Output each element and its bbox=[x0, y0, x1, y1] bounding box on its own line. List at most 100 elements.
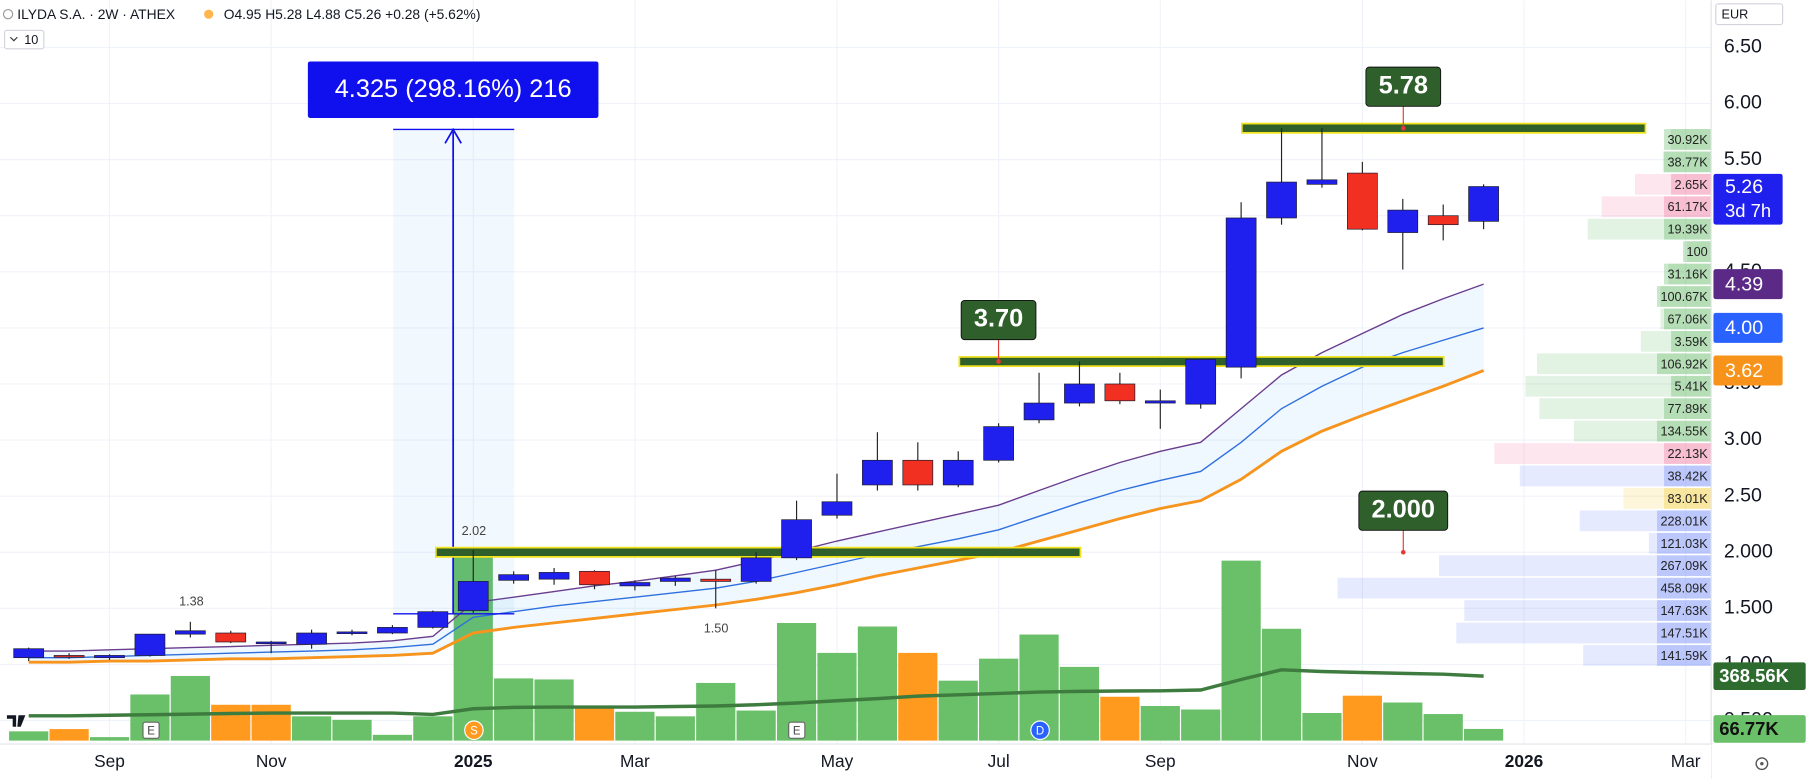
currency: EUR bbox=[1722, 8, 1749, 22]
profile-label: 61.17K bbox=[1668, 200, 1709, 214]
interval-box[interactable] bbox=[4, 29, 45, 50]
volume-bar bbox=[211, 704, 251, 741]
ma-line bbox=[28, 369, 1485, 664]
profile-label-box bbox=[1664, 308, 1712, 330]
level-dot bbox=[1400, 125, 1406, 131]
profile-label-box bbox=[1657, 532, 1712, 554]
volume-bar bbox=[413, 716, 453, 741]
profile-label-box bbox=[1657, 353, 1712, 375]
level-dot bbox=[1400, 549, 1406, 555]
candle-body bbox=[1144, 400, 1176, 404]
candle-body bbox=[255, 641, 287, 645]
price-badge bbox=[1713, 269, 1783, 300]
price-axis bbox=[1711, 0, 1808, 779]
interval-count: 10 bbox=[24, 33, 38, 47]
candle-body bbox=[1104, 383, 1136, 402]
volume-bar bbox=[1140, 706, 1180, 741]
profile-label: 77.89K bbox=[1668, 402, 1709, 416]
price-badge bbox=[1713, 355, 1783, 386]
profile-label-box bbox=[1664, 218, 1712, 240]
interval-chevron bbox=[9, 36, 18, 42]
candle-body bbox=[377, 627, 408, 634]
volume-bar bbox=[1100, 696, 1140, 741]
candle-body bbox=[619, 582, 651, 587]
candle-body bbox=[13, 648, 45, 659]
profile-label-box bbox=[1671, 330, 1712, 352]
profile-label-box bbox=[1657, 286, 1712, 307]
profile-bar bbox=[1525, 375, 1712, 397]
profile-bar bbox=[1670, 129, 1712, 150]
y-tick-label: 3.00 bbox=[1724, 428, 1762, 450]
volume-bar bbox=[1464, 728, 1504, 741]
profile-label-box bbox=[1664, 465, 1712, 487]
candle-body bbox=[498, 574, 530, 581]
volume-bar bbox=[1181, 709, 1221, 741]
profile-label: 38.42K bbox=[1668, 469, 1709, 483]
profile-label-box bbox=[1657, 600, 1712, 621]
currency-box[interactable] bbox=[1715, 3, 1784, 26]
candle-body bbox=[457, 581, 489, 611]
profile-label: 267.09K bbox=[1660, 559, 1708, 573]
profile-bar bbox=[1623, 488, 1712, 509]
candle-body bbox=[94, 655, 125, 659]
profile-bar bbox=[1587, 218, 1712, 240]
profile-bar bbox=[1660, 286, 1712, 307]
volume-bar bbox=[1383, 702, 1423, 741]
candle-body bbox=[1064, 383, 1095, 404]
candle-body bbox=[942, 459, 974, 486]
volume-bar bbox=[776, 623, 817, 741]
price-badge-label: 4.00 bbox=[1725, 317, 1763, 339]
profile-bar bbox=[1539, 398, 1712, 420]
profile-label: 458.09K bbox=[1660, 582, 1708, 596]
volume-ma-line bbox=[28, 668, 1484, 718]
volume-bar bbox=[251, 704, 291, 741]
event-label: E bbox=[147, 725, 155, 737]
event-label: E bbox=[793, 725, 801, 737]
price-badge-sub: 3d 7h bbox=[1725, 200, 1771, 221]
volume-bar bbox=[9, 731, 49, 741]
hilo-label: 2.02 bbox=[462, 524, 487, 538]
profile-bar bbox=[1494, 443, 1712, 464]
level-label: 3.70 bbox=[974, 305, 1023, 333]
candle-body bbox=[417, 611, 449, 628]
profile-label: 83.01K bbox=[1668, 492, 1709, 506]
y-tick-label: 6.50 bbox=[1724, 36, 1762, 58]
candle-body bbox=[538, 572, 570, 580]
candle-body bbox=[175, 630, 206, 635]
volume-bar bbox=[979, 658, 1019, 741]
volume-bar bbox=[938, 680, 978, 741]
profile-bar bbox=[1640, 330, 1712, 352]
y-tick-label: 6.00 bbox=[1724, 92, 1762, 114]
candle-body bbox=[579, 570, 610, 586]
price-badge-label: 3.62 bbox=[1725, 360, 1763, 382]
x-tick-label: 2026 bbox=[1505, 751, 1543, 771]
event-badge bbox=[788, 721, 806, 739]
y-tick-label: 5.50 bbox=[1724, 148, 1762, 170]
volume-bar bbox=[534, 679, 574, 741]
candle-body bbox=[296, 632, 327, 645]
profile-bar bbox=[1686, 241, 1712, 262]
candle-body bbox=[862, 459, 893, 486]
candle-body bbox=[53, 655, 85, 658]
profile-bar bbox=[1601, 196, 1712, 218]
profile-label-box bbox=[1657, 577, 1712, 599]
event-badge bbox=[1030, 720, 1050, 741]
settings-icon[interactable] bbox=[1755, 757, 1769, 771]
profile-label-box bbox=[1683, 241, 1712, 262]
ohlc: O4.95 H5.28 L4.88 C5.26 +0.28 (+5.62%) bbox=[224, 6, 481, 22]
volume-badge bbox=[1713, 662, 1806, 691]
profile-bar bbox=[1337, 577, 1712, 599]
candle-body bbox=[821, 501, 853, 516]
profile-bar bbox=[1519, 465, 1712, 487]
candle-body bbox=[781, 519, 812, 559]
candle-body bbox=[1347, 172, 1378, 230]
volume-badge-label: 66.77K bbox=[1719, 718, 1779, 739]
profile-bar bbox=[1573, 420, 1712, 442]
profile-label-box bbox=[1664, 488, 1712, 509]
y-tick-label: 2.000 bbox=[1724, 540, 1773, 562]
volume-bar bbox=[1423, 714, 1463, 741]
volume-badge-label: 368.56K bbox=[1719, 665, 1789, 686]
profile-label: 147.51K bbox=[1660, 627, 1708, 641]
y-tick-label: 2.50 bbox=[1724, 484, 1762, 506]
